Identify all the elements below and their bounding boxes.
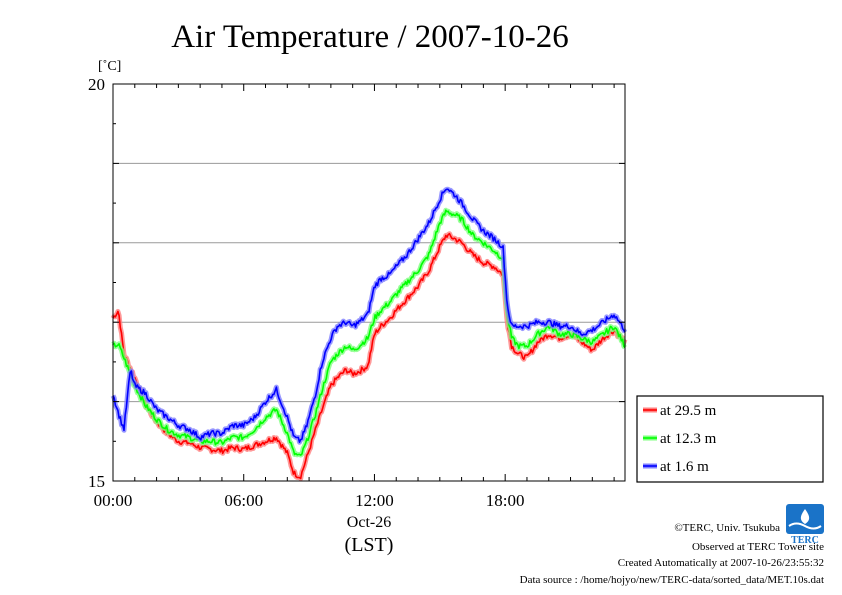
series-layer — [110, 186, 628, 481]
y-tick-label-min: 15 — [88, 472, 105, 491]
terc-logo: TERC — [786, 504, 824, 546]
plot-area — [110, 83, 628, 482]
created-text: Created Automatically at 2007-10-26/23:5… — [618, 557, 824, 569]
logo-text: TERC — [791, 535, 819, 546]
date-label: Oct-26 — [347, 514, 391, 531]
axis-ticks — [113, 83, 625, 482]
y-axis-unit: [˚C] — [98, 59, 121, 74]
droplet-icon — [800, 509, 810, 524]
series-line — [112, 188, 626, 443]
x-tick-label: 00:00 — [94, 491, 133, 510]
copyright-text: ©TERC, Univ. Tsukuba — [674, 522, 780, 534]
legend-label: at 1.6 m — [660, 459, 709, 475]
series-line — [112, 232, 626, 480]
plot-frame — [112, 83, 626, 482]
x-tick-label: 18:00 — [486, 491, 525, 510]
series-line — [112, 209, 626, 456]
x-tick-label: 06:00 — [224, 491, 263, 510]
chart-title: Air Temperature / 2007-10-26 — [171, 19, 569, 55]
x-axis-label: (LST) — [345, 534, 394, 556]
legend-label: at 12.3 m — [660, 431, 717, 447]
x-tick-label: 12:00 — [355, 491, 394, 510]
wave-icon — [788, 522, 822, 530]
observed-text: Observed at TERC Tower site — [692, 541, 824, 553]
y-tick-label-max: 20 — [88, 75, 105, 94]
legend: at 29.5 m at 12.3 m at 1.6 m — [636, 395, 824, 483]
legend-box — [636, 395, 824, 483]
series-line-halo — [110, 186, 628, 445]
legend-label: at 29.5 m — [660, 403, 717, 419]
source-text: Data source : /home/hojyo/new/TERC-data/… — [520, 574, 824, 586]
